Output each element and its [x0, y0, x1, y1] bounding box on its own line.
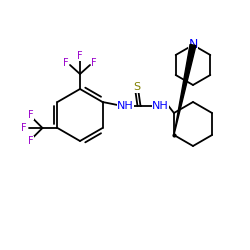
Text: F: F	[77, 51, 83, 61]
Text: F: F	[28, 136, 33, 146]
Text: NH: NH	[152, 101, 169, 111]
Text: N: N	[188, 38, 198, 52]
Text: NH: NH	[117, 101, 134, 111]
Text: F: F	[91, 58, 97, 68]
Polygon shape	[174, 44, 196, 135]
Text: S: S	[133, 82, 140, 92]
Text: F: F	[28, 110, 33, 120]
Text: F: F	[63, 58, 69, 68]
Text: F: F	[21, 123, 26, 133]
